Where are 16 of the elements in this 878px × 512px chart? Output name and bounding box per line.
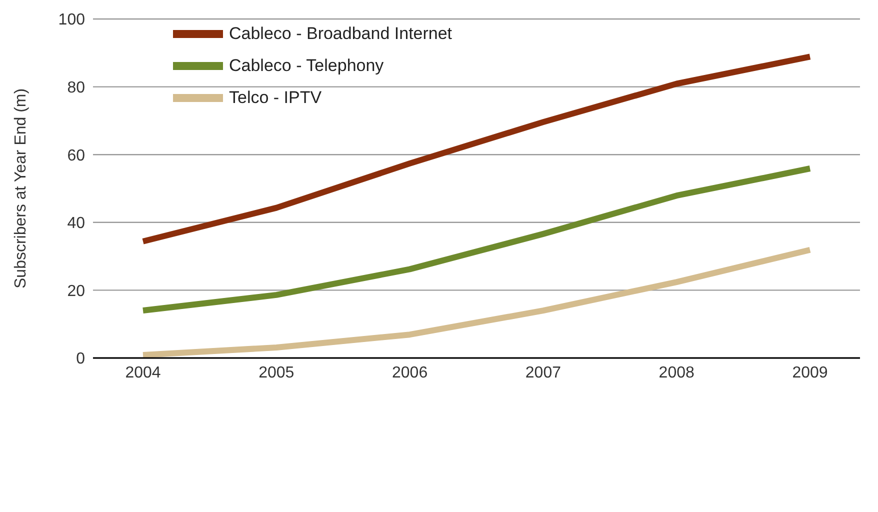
x-tick-label: 2006 (392, 364, 428, 382)
x-tick-label: 2007 (525, 364, 562, 382)
legend-label: Cableco - Telephony (229, 56, 384, 76)
y-tick-label: 100 (58, 12, 86, 29)
y-tick-label: 60 (67, 147, 86, 164)
y-tick-label: 80 (67, 79, 86, 96)
y-axis-title: Subscribers at Year End (m) (12, 88, 30, 288)
legend-label: Telco - IPTV (229, 88, 322, 108)
legend-label: Cableco - Broadband Internet (229, 24, 452, 44)
x-tick-label: 2005 (258, 364, 294, 382)
y-tick-label: 40 (67, 215, 86, 232)
y-tick-label: 20 (67, 282, 86, 300)
y-tick-label: 0 (76, 350, 86, 368)
x-tick-label: 2008 (658, 364, 694, 382)
x-tick-label: 2009 (792, 364, 828, 382)
x-tick-label: 2004 (125, 364, 161, 382)
